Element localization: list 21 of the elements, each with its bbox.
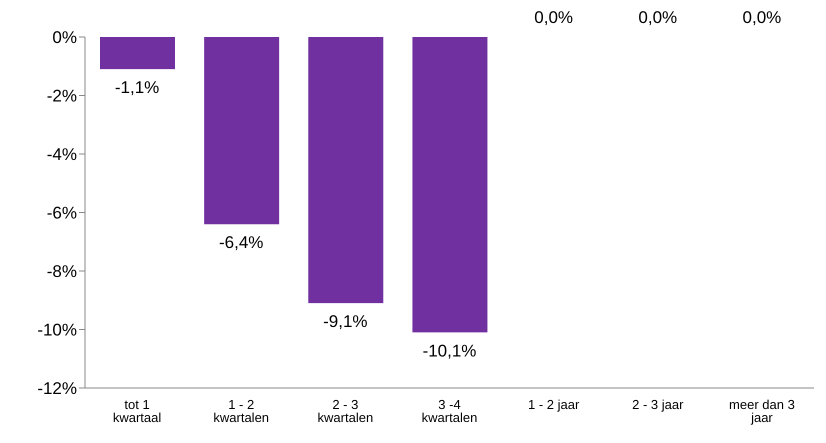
data-label: -9,1% — [323, 312, 368, 332]
y-tick-label: -8% — [46, 262, 77, 282]
x-tick-label: tot 1 kwartaal — [112, 397, 162, 426]
data-label: 0,0% — [534, 8, 574, 27]
y-tick-label: -4% — [46, 145, 77, 164]
data-label: 0,0% — [742, 8, 782, 27]
data-label: -6,4% — [219, 233, 264, 252]
x-tick-label: 3 -4 kwartalen — [422, 397, 478, 426]
data-label: 0,0% — [638, 8, 678, 27]
data-label: -1,1% — [114, 78, 160, 98]
y-tick-label: -12% — [37, 379, 77, 398]
x-tick-label: 1 - 2 jaar — [528, 397, 580, 412]
y-tick-label: -10% — [37, 320, 77, 340]
x-tick-label: 2 - 3 kwartalen — [318, 397, 374, 426]
y-tick-label: 0% — [52, 28, 77, 48]
x-tick-label: 1 - 2 kwartalen — [213, 397, 270, 426]
y-tick-label: -6% — [46, 204, 77, 223]
y-tick-label: -2% — [46, 86, 77, 106]
data-label: -10,1% — [422, 341, 476, 360]
x-tick-label: meer dan 3 jaar — [729, 397, 795, 426]
x-tick-label: 2 - 3 jaar — [632, 397, 684, 412]
